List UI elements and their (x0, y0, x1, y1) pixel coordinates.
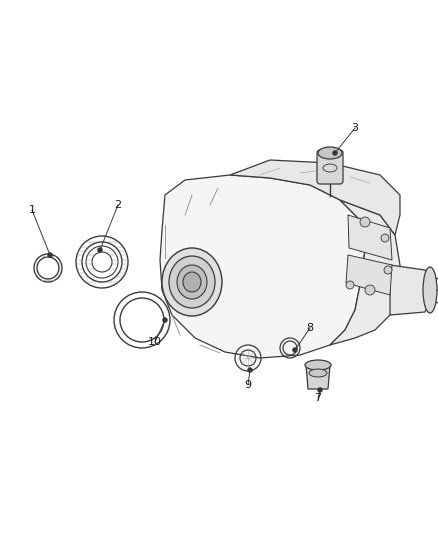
Ellipse shape (177, 265, 207, 299)
Polygon shape (348, 215, 392, 260)
Polygon shape (390, 265, 430, 315)
Text: 2: 2 (114, 200, 122, 210)
Polygon shape (330, 200, 400, 345)
Ellipse shape (183, 272, 201, 292)
Text: 10: 10 (148, 337, 162, 347)
Circle shape (318, 387, 322, 392)
Ellipse shape (423, 267, 437, 313)
Ellipse shape (169, 256, 215, 308)
Text: 8: 8 (307, 323, 314, 333)
Polygon shape (346, 255, 392, 295)
Circle shape (332, 150, 338, 156)
Ellipse shape (162, 248, 222, 316)
Circle shape (360, 217, 370, 227)
Ellipse shape (309, 369, 327, 377)
Text: 9: 9 (244, 380, 251, 390)
Text: 1: 1 (28, 205, 35, 215)
Circle shape (162, 318, 167, 322)
Polygon shape (230, 160, 400, 235)
Ellipse shape (318, 147, 342, 159)
Circle shape (247, 367, 252, 373)
Polygon shape (306, 365, 330, 389)
Circle shape (293, 348, 297, 352)
Circle shape (381, 234, 389, 242)
Circle shape (346, 281, 354, 289)
Ellipse shape (305, 360, 331, 370)
Circle shape (384, 266, 392, 274)
FancyBboxPatch shape (317, 150, 343, 184)
Circle shape (98, 247, 102, 253)
Text: 3: 3 (352, 123, 358, 133)
Circle shape (365, 285, 375, 295)
Text: 7: 7 (314, 393, 321, 403)
Circle shape (47, 253, 53, 257)
Polygon shape (160, 175, 365, 358)
